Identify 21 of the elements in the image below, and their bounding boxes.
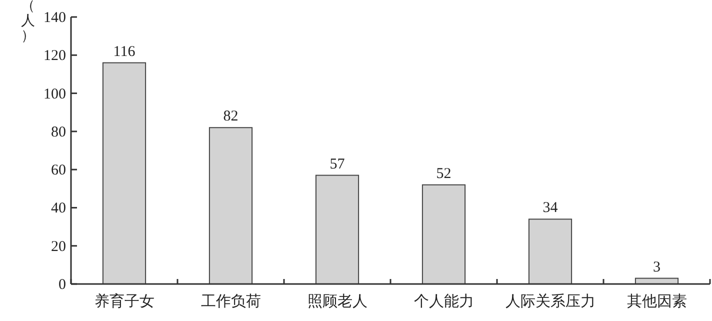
y-tick-label: 140 <box>44 10 66 26</box>
x-tick-label: 工作负荷 <box>200 293 261 310</box>
y-tick-label: 0 <box>58 277 66 293</box>
y-tick-label: 120 <box>44 48 66 64</box>
y-tick-label: 100 <box>44 86 66 102</box>
x-tick-label: 其他因素 <box>626 293 687 310</box>
y-tick-label: 80 <box>51 124 66 140</box>
data-label: 57 <box>330 156 346 172</box>
x-tick-label: 养育子女 <box>94 293 154 310</box>
y-tick-label: 20 <box>51 238 66 255</box>
x-tick-label: 照顾老人 <box>307 293 368 310</box>
y-tick-label: 60 <box>51 162 66 179</box>
data-label: 52 <box>436 166 452 182</box>
y-axis-title: （人） <box>21 0 35 44</box>
data-label: 82 <box>223 108 238 125</box>
data-label: 3 <box>653 259 660 276</box>
data-label: 34 <box>542 200 558 216</box>
x-tick-label: 人际关系压力 <box>505 293 596 310</box>
data-label: 116 <box>113 44 136 60</box>
x-tick-label: 个人能力 <box>414 293 474 310</box>
y-tick-label: 40 <box>51 200 66 217</box>
